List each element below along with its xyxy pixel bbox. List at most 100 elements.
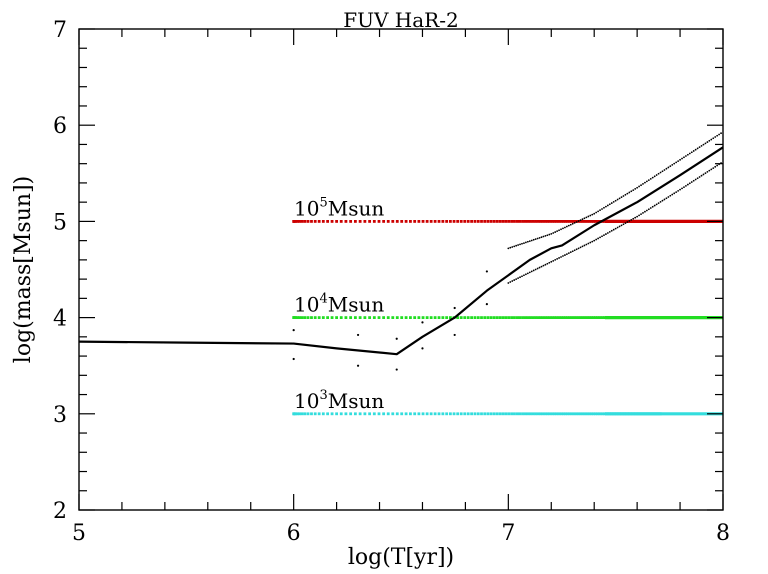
bound-point bbox=[645, 180, 648, 183]
reference-point bbox=[310, 316, 313, 319]
reference-point bbox=[489, 316, 493, 319]
reference-point bbox=[568, 316, 572, 319]
bound-point bbox=[675, 191, 678, 194]
bound-point bbox=[589, 241, 592, 244]
reference-point bbox=[489, 220, 493, 223]
reference-point bbox=[421, 412, 425, 416]
bound-point bbox=[716, 164, 719, 167]
reference-point bbox=[570, 220, 574, 223]
reference-point bbox=[529, 220, 532, 223]
reference-point bbox=[523, 316, 527, 319]
reference-point bbox=[400, 412, 404, 416]
bound-point bbox=[571, 222, 574, 225]
reference-point bbox=[548, 412, 552, 416]
reference-point bbox=[576, 316, 580, 319]
bound-point bbox=[714, 165, 717, 168]
bound-point bbox=[698, 176, 701, 178]
bound-point bbox=[685, 155, 687, 157]
bound-point bbox=[534, 268, 537, 271]
reference-point bbox=[409, 220, 412, 223]
plot-area bbox=[78, 132, 724, 416]
reference-point bbox=[507, 220, 511, 223]
bound-point bbox=[667, 166, 670, 169]
reference-point bbox=[592, 220, 596, 223]
reference-point bbox=[441, 220, 445, 223]
bound-point bbox=[608, 203, 611, 206]
bound-point bbox=[554, 231, 557, 233]
bound-point bbox=[595, 238, 598, 241]
bound-point bbox=[630, 190, 633, 193]
bound-point bbox=[700, 144, 703, 147]
bound-point bbox=[620, 196, 623, 199]
bound-point bbox=[640, 184, 642, 187]
bound-point bbox=[591, 213, 594, 216]
bound-point bbox=[564, 254, 566, 256]
reference-point bbox=[603, 412, 606, 416]
bound-point bbox=[603, 234, 605, 237]
reference-point bbox=[400, 220, 404, 223]
bound-point bbox=[538, 236, 541, 239]
bound-point bbox=[515, 244, 518, 247]
reference-point bbox=[546, 412, 549, 416]
reference-point bbox=[368, 412, 372, 416]
reference-point bbox=[518, 316, 522, 319]
reference-point bbox=[568, 412, 572, 416]
bound-point bbox=[688, 182, 691, 185]
scatter-point bbox=[485, 303, 488, 306]
reference-point bbox=[504, 412, 508, 416]
reference-point bbox=[586, 220, 590, 223]
reference-point bbox=[541, 220, 545, 223]
bound-point bbox=[614, 199, 617, 202]
reference-point bbox=[445, 412, 449, 416]
reference-point bbox=[580, 220, 584, 223]
reference-point bbox=[417, 316, 421, 319]
bound-point bbox=[649, 177, 652, 180]
bound-point bbox=[679, 188, 681, 191]
bound-point bbox=[628, 220, 631, 222]
scatter-points bbox=[292, 270, 488, 371]
scatter-point bbox=[421, 321, 424, 324]
reference-point bbox=[515, 412, 519, 416]
bound-point bbox=[618, 225, 621, 228]
reference-point bbox=[321, 412, 325, 416]
bound-point bbox=[659, 201, 662, 203]
reference-point bbox=[363, 316, 367, 319]
reference-point bbox=[421, 316, 425, 319]
reference-point bbox=[463, 316, 467, 319]
bound-point bbox=[606, 232, 609, 234]
bound-point bbox=[526, 272, 529, 275]
bound-point bbox=[603, 206, 605, 209]
bound-point bbox=[677, 160, 680, 163]
scatter-point bbox=[453, 306, 456, 310]
reference-point bbox=[413, 316, 417, 319]
reference-point bbox=[317, 220, 321, 223]
bound-point bbox=[525, 273, 527, 276]
reference-point bbox=[456, 316, 460, 319]
reference-point bbox=[601, 316, 605, 319]
reference-line-4 bbox=[292, 316, 723, 320]
bound-point bbox=[608, 230, 611, 233]
bound-point bbox=[556, 258, 559, 260]
bound-point bbox=[671, 164, 674, 166]
bound-point bbox=[694, 178, 697, 181]
bound-point bbox=[686, 183, 689, 186]
reference-point bbox=[313, 316, 317, 319]
reference-point bbox=[578, 220, 582, 223]
reference-point bbox=[382, 220, 386, 223]
bound-point bbox=[636, 186, 639, 189]
bound-point bbox=[573, 221, 576, 224]
reference-point bbox=[353, 412, 357, 416]
reference-point bbox=[476, 220, 480, 223]
reference-point bbox=[521, 316, 524, 319]
reference-point bbox=[310, 412, 313, 416]
reference-point bbox=[317, 412, 321, 416]
reference-point bbox=[586, 316, 590, 319]
bound-point bbox=[630, 218, 633, 221]
reference-point bbox=[480, 316, 483, 319]
bound-point bbox=[571, 250, 574, 253]
bound-point bbox=[614, 227, 617, 230]
reference-point bbox=[543, 412, 547, 416]
reference-point bbox=[372, 316, 376, 319]
reference-point bbox=[433, 220, 437, 223]
reference-point bbox=[539, 412, 542, 416]
